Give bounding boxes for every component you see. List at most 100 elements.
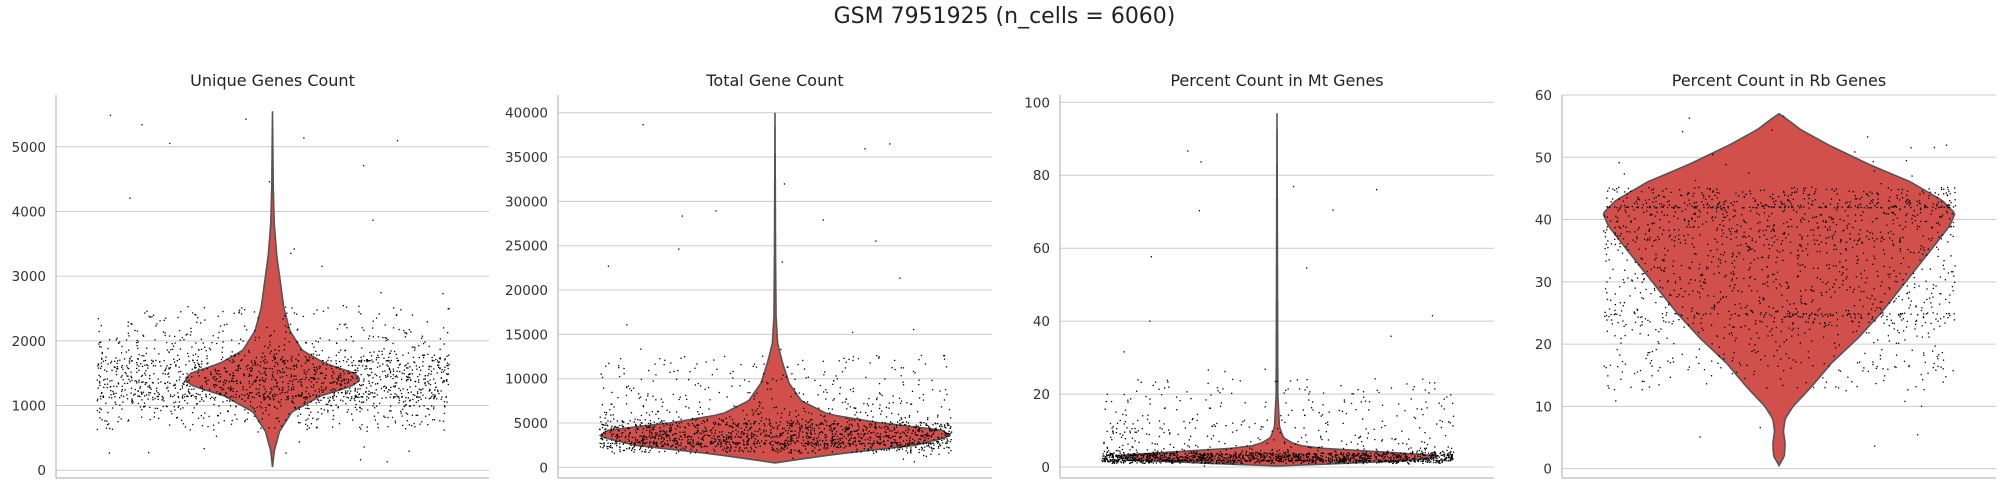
cell-point <box>383 386 385 388</box>
cell-point <box>1152 455 1154 457</box>
cell-point <box>367 360 370 362</box>
cell-point <box>181 396 183 398</box>
cell-point <box>1410 447 1412 449</box>
cell-point <box>820 414 822 416</box>
cell-point <box>278 420 280 422</box>
cell-point <box>98 381 101 383</box>
cell-point <box>440 398 442 400</box>
cell-point <box>108 423 110 425</box>
cell-point <box>1163 453 1166 455</box>
cell-point <box>792 457 794 459</box>
cell-point <box>935 427 937 429</box>
cell-point <box>772 436 774 438</box>
cell-point <box>656 441 658 443</box>
cell-point <box>781 432 783 434</box>
cell-point <box>736 444 739 446</box>
cell-point <box>312 353 315 355</box>
cell-point <box>254 362 256 364</box>
cell-point <box>701 413 704 415</box>
cell-point <box>879 433 882 435</box>
cell-point <box>1414 417 1417 420</box>
cell-point <box>1239 458 1242 460</box>
cell-point <box>887 426 889 428</box>
cell-point <box>379 402 381 404</box>
cell-point <box>743 434 745 436</box>
cell-point <box>746 447 748 449</box>
cell-point <box>1226 457 1228 459</box>
cell-point <box>130 322 132 325</box>
cell-point <box>200 338 202 340</box>
cell-point <box>1445 457 1447 459</box>
cell-point <box>1279 455 1281 458</box>
cell-point <box>298 406 300 408</box>
cell-point <box>1199 453 1201 455</box>
cell-point <box>766 388 769 390</box>
cell-point <box>690 444 693 446</box>
cell-point <box>411 346 413 348</box>
cell-point <box>312 363 314 365</box>
cell-point <box>113 393 115 395</box>
cell-point <box>623 421 625 423</box>
cell-point <box>938 443 941 445</box>
cell-point <box>1334 455 1336 457</box>
cell-point <box>1117 455 1119 457</box>
cell-point <box>1424 454 1427 456</box>
cell-point <box>894 432 896 434</box>
cell-point <box>931 450 933 452</box>
cell-point <box>341 379 343 381</box>
cell-point <box>223 394 226 397</box>
cell-point <box>1147 456 1149 458</box>
cell-point <box>251 396 253 398</box>
cell-point <box>1145 458 1147 460</box>
cell-point <box>1280 415 1282 417</box>
cell-point <box>824 415 826 417</box>
cell-point <box>919 427 921 429</box>
cell-point <box>845 445 847 447</box>
cell-point <box>433 378 435 380</box>
cell-point <box>231 351 233 353</box>
cell-point <box>146 364 148 366</box>
cell-point <box>1183 420 1185 423</box>
cell-point <box>699 442 702 444</box>
cell-point <box>830 424 832 426</box>
cell-point <box>822 219 824 221</box>
cell-point <box>335 360 337 362</box>
cell-point <box>730 447 732 449</box>
cell-point <box>1309 453 1311 455</box>
cell-point <box>385 387 387 389</box>
cell-point <box>891 442 893 444</box>
cell-point <box>195 353 197 355</box>
cell-point <box>381 397 383 399</box>
cell-point <box>97 318 99 320</box>
cell-point <box>790 443 792 445</box>
cell-point <box>931 447 933 449</box>
cell-point <box>629 432 631 434</box>
cell-point <box>355 396 358 398</box>
cell-point <box>427 424 429 426</box>
cell-point <box>670 362 672 364</box>
cell-point <box>187 306 189 308</box>
cell-point <box>237 368 239 370</box>
cell-point <box>371 359 373 361</box>
cell-point <box>1435 452 1437 454</box>
cell-point <box>392 342 394 345</box>
cell-point <box>279 393 281 395</box>
cell-point <box>148 315 150 317</box>
cell-point <box>366 399 368 401</box>
cell-point <box>1207 369 1209 371</box>
cell-point <box>1416 459 1419 462</box>
cell-point <box>1196 451 1198 453</box>
cell-point <box>692 440 694 442</box>
cell-point <box>414 349 416 351</box>
cell-point <box>765 433 767 436</box>
cell-point <box>1158 435 1161 438</box>
cell-point <box>813 428 816 430</box>
cell-point <box>1360 455 1362 457</box>
cell-point <box>815 444 817 446</box>
cell-point <box>894 359 896 362</box>
cell-point <box>706 430 708 432</box>
cell-point <box>395 314 397 317</box>
cell-point <box>787 436 789 439</box>
cell-point <box>900 402 902 404</box>
cell-point <box>1312 456 1314 459</box>
